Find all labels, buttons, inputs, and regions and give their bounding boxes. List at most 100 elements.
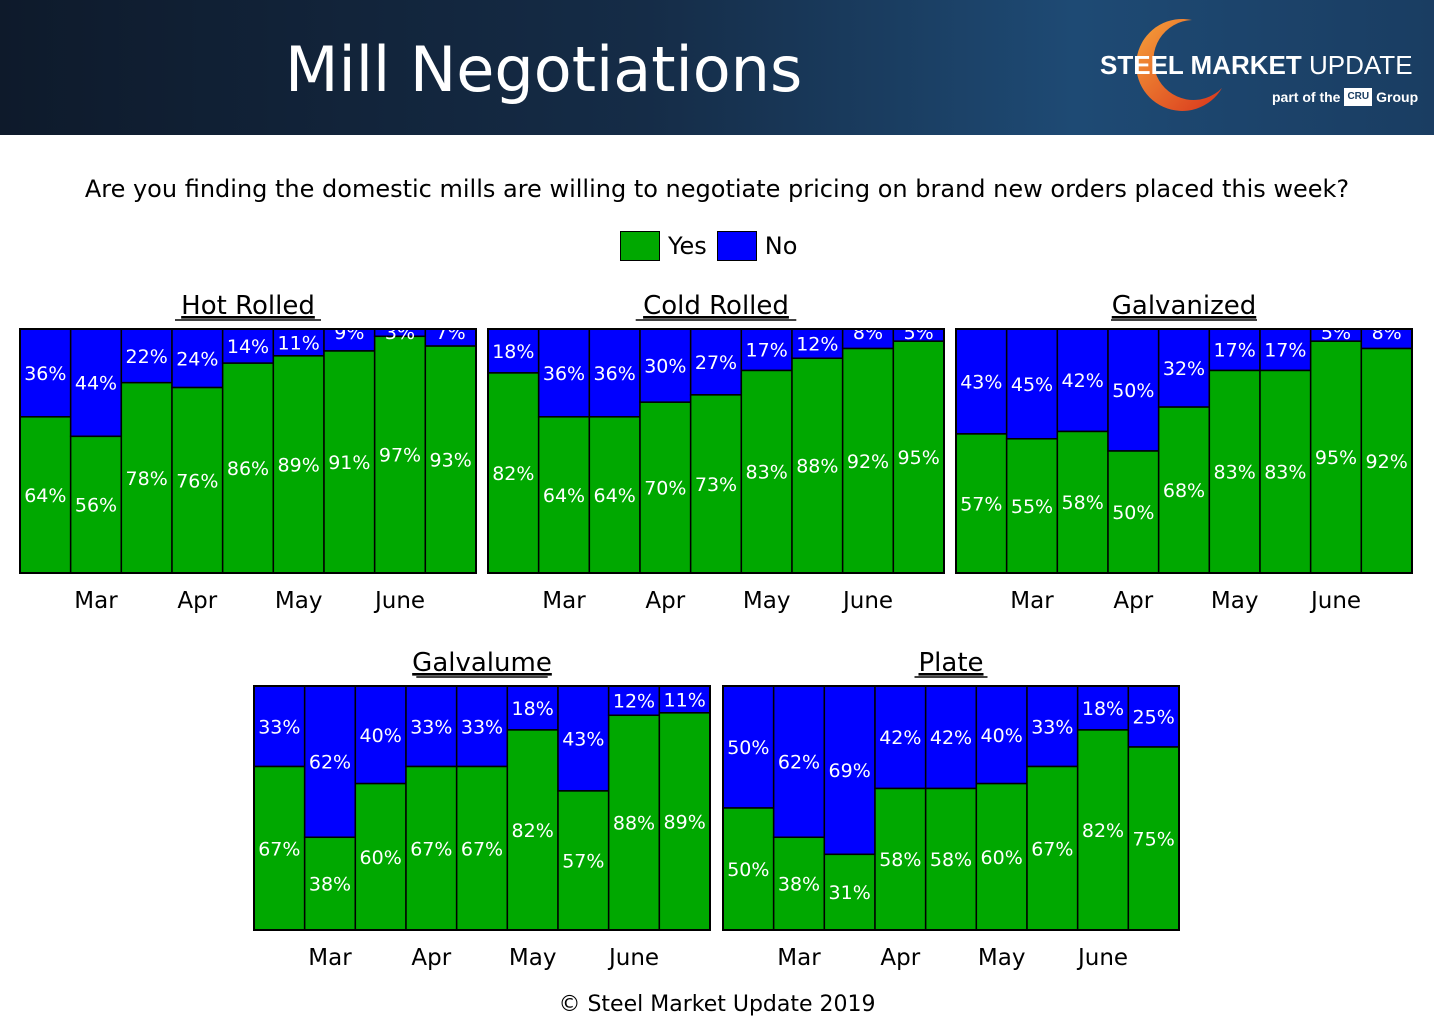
cold-rolled-label-no: 5% bbox=[904, 322, 934, 344]
galvanized-bar-no bbox=[1208, 328, 1261, 372]
cold-rolled-month-label: May bbox=[743, 588, 791, 614]
galvanized-label-no: 32% bbox=[1163, 358, 1205, 380]
galvanized-label-no: 50% bbox=[1112, 380, 1154, 402]
galvanized-bar-no bbox=[1005, 328, 1059, 440]
galvalume-plot-frame bbox=[253, 685, 711, 931]
header-banner: Mill Negotiations STEEL MARKET UPDATE pa… bbox=[0, 0, 1434, 135]
galvalume-bar-yes bbox=[303, 836, 357, 931]
hot-rolled-bar-yes bbox=[221, 362, 275, 574]
cold-rolled-label-no: 18% bbox=[492, 341, 534, 363]
galvalume-label-no: 33% bbox=[258, 716, 300, 738]
plate-bar-no bbox=[924, 685, 978, 790]
galvalume-label-no: 18% bbox=[512, 698, 554, 720]
cold-rolled-label-no: 36% bbox=[594, 363, 636, 385]
cru-logo: CRU bbox=[1344, 88, 1373, 106]
galvalume-bar-yes bbox=[455, 765, 509, 931]
hot-rolled-month-label: Mar bbox=[74, 588, 118, 614]
hot-rolled-label-yes: 91% bbox=[328, 452, 370, 474]
galvanized-chart-title: Galvanized bbox=[1112, 291, 1256, 321]
hot-rolled-bar-yes bbox=[272, 355, 325, 574]
galvalume-bar-yes bbox=[557, 790, 610, 931]
galvanized-label-no: 5% bbox=[1321, 322, 1351, 344]
galvanized-month-label: June bbox=[1309, 588, 1361, 614]
plate-bar-yes bbox=[1076, 729, 1130, 931]
galvalume-month-label: May bbox=[509, 945, 557, 971]
plate-label-no: 42% bbox=[930, 727, 972, 749]
galvalume-label-yes: 67% bbox=[461, 838, 503, 860]
hot-rolled-label-no: 24% bbox=[176, 348, 218, 370]
hot-rolled-label-yes: 76% bbox=[176, 470, 218, 492]
plate-month-label: May bbox=[978, 945, 1026, 971]
galvanized-label-yes: 50% bbox=[1112, 502, 1154, 524]
hot-rolled-bar-yes bbox=[171, 386, 224, 574]
galvalume-bar-no bbox=[405, 685, 458, 768]
plate-label-no: 42% bbox=[879, 727, 921, 749]
cold-rolled-label-yes: 92% bbox=[847, 451, 889, 473]
galvalume-bar-yes bbox=[405, 765, 458, 931]
galvalume-label-yes: 88% bbox=[613, 813, 655, 835]
hot-rolled-label-yes: 64% bbox=[24, 485, 66, 507]
plate-label-yes: 67% bbox=[1031, 838, 1073, 860]
plate-label-no: 62% bbox=[778, 752, 820, 774]
hot-rolled-label-no: 11% bbox=[278, 332, 320, 354]
hot-rolled-label-yes: 97% bbox=[379, 445, 421, 467]
galvanized-bar-no bbox=[955, 328, 1008, 435]
cold-rolled-bar-yes bbox=[841, 347, 895, 574]
galvalume-bar-no bbox=[253, 685, 306, 768]
galvanized-label-no: 45% bbox=[1011, 374, 1053, 396]
galvanized-bar-yes bbox=[1208, 369, 1261, 574]
cold-rolled-label-yes: 73% bbox=[695, 474, 737, 496]
cold-rolled-plot-frame bbox=[487, 328, 945, 574]
galvalume-label-no: 12% bbox=[613, 691, 655, 713]
galvanized-label-no: 17% bbox=[1264, 340, 1306, 362]
galvanized-label-yes: 57% bbox=[960, 493, 1002, 515]
logo-sub-prefix: part of the bbox=[1272, 89, 1341, 105]
galvanized-label-no: 43% bbox=[960, 371, 1002, 393]
galvalume-bar-no bbox=[658, 685, 711, 714]
plate-label-yes: 58% bbox=[930, 849, 972, 871]
plate-chart-title: Plate bbox=[918, 648, 983, 678]
galvalume-month-label: Apr bbox=[411, 945, 451, 971]
galvanized-bar-yes bbox=[1056, 430, 1109, 574]
galvanized-label-yes: 92% bbox=[1366, 451, 1408, 473]
hot-rolled-bar-yes bbox=[323, 350, 376, 574]
hot-rolled-label-no: 14% bbox=[227, 336, 269, 358]
cold-rolled-bar-yes bbox=[892, 340, 945, 574]
hot-rolled-label-yes: 78% bbox=[126, 468, 168, 490]
cold-rolled-label-no: 17% bbox=[746, 340, 788, 362]
galvalume-label-yes: 67% bbox=[410, 838, 452, 860]
hot-rolled-label-no: 3% bbox=[385, 322, 415, 344]
cold-rolled-bar-no bbox=[689, 328, 743, 396]
plate-month-label: June bbox=[1076, 945, 1128, 971]
cold-rolled-label-yes: 88% bbox=[796, 456, 838, 478]
hot-rolled-month-label: Apr bbox=[177, 588, 217, 614]
hot-rolled-label-no: 36% bbox=[24, 363, 66, 385]
cold-rolled-label-yes: 82% bbox=[492, 463, 534, 485]
plate-bar-yes bbox=[772, 836, 826, 931]
hot-rolled-month-label: May bbox=[275, 588, 323, 614]
chart-legend: Yes No bbox=[620, 230, 807, 262]
plate-label-yes: 82% bbox=[1082, 820, 1124, 842]
galvanized-label-yes: 95% bbox=[1315, 447, 1357, 469]
hot-rolled-bar-no bbox=[171, 328, 224, 389]
cold-rolled-month-label: Mar bbox=[542, 588, 586, 614]
galvanized-bar-yes bbox=[1107, 450, 1160, 574]
plate-label-no: 25% bbox=[1133, 707, 1175, 729]
cold-rolled-bar-yes bbox=[537, 416, 591, 574]
hot-rolled-month-label: June bbox=[373, 588, 425, 614]
plate-label-yes: 50% bbox=[727, 859, 769, 881]
legend-swatch-no bbox=[716, 231, 757, 261]
logo-swoosh-icon bbox=[1136, 18, 1222, 111]
galvanized-label-yes: 58% bbox=[1062, 492, 1104, 514]
plate-label-no: 69% bbox=[829, 760, 871, 782]
galvalume-label-yes: 67% bbox=[258, 838, 300, 860]
plate-label-yes: 38% bbox=[778, 874, 820, 896]
cold-rolled-label-yes: 64% bbox=[594, 485, 636, 507]
galvanized-bar-no bbox=[1056, 328, 1109, 433]
hot-rolled-chart-title: Hot Rolled bbox=[181, 291, 315, 321]
cold-rolled-label-no: 8% bbox=[853, 322, 883, 344]
hot-rolled-label-no: 7% bbox=[436, 322, 466, 344]
galvalume-chart-title: Galvalume bbox=[412, 648, 552, 678]
plate-month-label: Apr bbox=[880, 945, 920, 971]
